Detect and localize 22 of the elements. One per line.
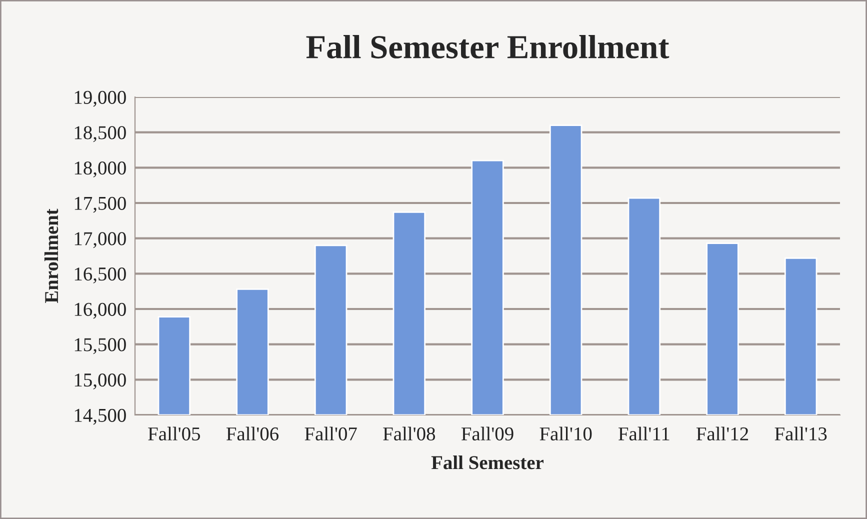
y-tick-label: 17,500 [74,196,126,213]
y-tick-label: 19,000 [74,90,126,107]
x-tick-label: Fall'07 [304,426,357,440]
x-tick-label: Fall'09 [461,426,514,440]
x-axis-title: Fall Semester [431,456,544,470]
y-tick-label: 15,500 [74,338,126,354]
x-tick-label: Fall'08 [383,426,436,440]
y-tick-label: 18,500 [74,126,126,142]
y-tick-label: 18,000 [74,161,126,178]
y-axis-title: Enrollment [44,208,58,304]
x-tick-label: Fall'05 [148,426,200,440]
x-tick-label: Fall'11 [618,426,670,440]
x-tick-label: Fall'06 [226,426,279,440]
x-tick-label: Fall'13 [774,426,827,440]
x-tick-label: Fall'12 [696,426,748,440]
chart-title: Fall Semester Enrollment [306,34,670,58]
y-tick-label: 14,500 [74,408,126,425]
x-tick-label: Fall'10 [540,426,592,440]
y-tick-label: 17,000 [74,232,126,248]
y-tick-label: 16,000 [74,302,126,319]
y-tick-label: 15,000 [74,373,126,390]
y-tick-label: 16,500 [74,267,126,284]
